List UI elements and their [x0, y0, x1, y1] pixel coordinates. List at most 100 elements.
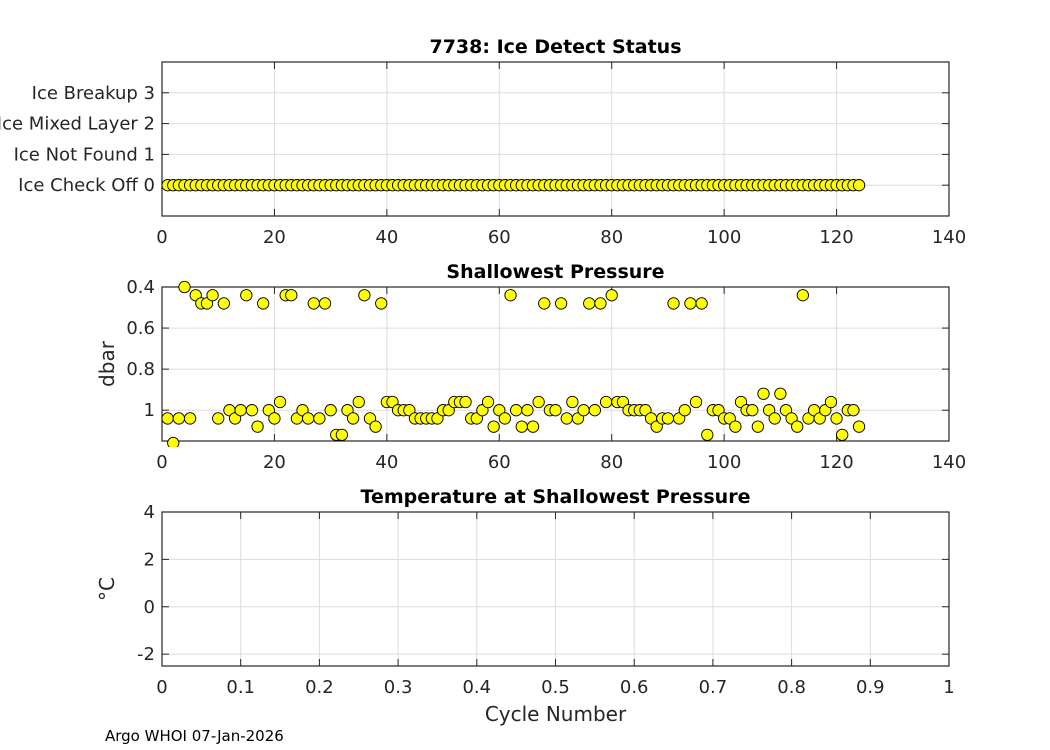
data-point	[774, 387, 787, 400]
data-point	[678, 404, 691, 417]
x-tick-label: 140	[932, 452, 966, 473]
data-point	[172, 412, 186, 425]
data-point	[459, 395, 472, 409]
y-tick-label: 0	[144, 597, 155, 618]
data-point	[560, 412, 573, 425]
data-point	[285, 289, 298, 302]
data-point	[847, 404, 860, 417]
y-tick-label: Ice Check Off 0	[18, 175, 155, 196]
data-point	[487, 420, 500, 433]
subplot-title: Temperature at Shallowest Pressure	[361, 486, 751, 508]
data-point	[318, 297, 332, 310]
data-point	[515, 420, 528, 433]
x-tick-label: 60	[488, 227, 511, 248]
data-point	[830, 412, 843, 425]
x-tick-label: 80	[600, 452, 623, 473]
x-tick-label: 100	[707, 452, 741, 473]
data-point	[836, 428, 849, 441]
data-point	[684, 297, 697, 310]
x-tick-label: 0	[156, 227, 167, 248]
data-point	[481, 395, 495, 409]
data-point	[594, 297, 607, 310]
data-point	[358, 289, 371, 302]
data-point	[251, 420, 264, 433]
x-tick-label: 0.2	[305, 677, 334, 698]
x-tick-label: 0.9	[856, 677, 885, 698]
data-point	[796, 289, 809, 302]
y-axis-label: °C	[95, 577, 119, 601]
data-point	[498, 412, 512, 425]
data-point	[302, 412, 315, 425]
y-tick-label: Ice Mixed Layer 2	[0, 114, 155, 135]
data-point	[701, 428, 714, 441]
x-tick-label: 120	[819, 227, 853, 248]
x-tick-label: 100	[707, 227, 741, 248]
data-points	[161, 179, 866, 192]
data-point	[257, 297, 270, 310]
x-tick-label: 0	[156, 677, 167, 698]
y-axis-label: dbar	[95, 340, 119, 387]
subplot-3: 0 0.1 0.2 0.3 0.4 0.5 0.6 0.7 0.8 0.9 1-2024Temper…	[95, 486, 955, 726]
data-point	[217, 297, 230, 310]
axes-box	[161, 511, 950, 667]
data-point	[273, 395, 287, 409]
y-tick-label: -2	[137, 644, 155, 665]
x-tick-label: 20	[263, 227, 286, 248]
y-tick-label: 1	[144, 400, 155, 421]
data-point	[599, 395, 613, 409]
y-tick-label: Ice Breakup 3	[32, 83, 155, 104]
data-point	[206, 289, 219, 302]
data-point	[335, 428, 349, 441]
x-tick-label: 1	[943, 677, 954, 698]
data-point	[661, 412, 675, 425]
data-point	[605, 289, 618, 302]
x-tick-label: 40	[375, 227, 398, 248]
data-point	[538, 297, 551, 310]
data-point	[554, 297, 568, 310]
y-tick-label: 4	[144, 502, 155, 523]
x-tick-label: 0.8	[777, 677, 806, 698]
subplot-1: 0 20 40 60 80 100 120 140 Ice Check Off 0 Ice Not…	[0, 36, 966, 248]
data-point	[313, 412, 326, 425]
data-point	[746, 404, 759, 417]
data-point	[526, 420, 540, 433]
data-point	[852, 179, 866, 192]
data-point	[352, 395, 365, 409]
data-point	[791, 420, 804, 433]
y-tick-label: 0.4	[126, 277, 155, 298]
data-point	[583, 297, 596, 310]
x-tick-label: 120	[819, 452, 853, 473]
y-tick-label: 0.8	[126, 359, 155, 380]
data-point	[667, 297, 680, 310]
axes-box	[161, 61, 950, 217]
data-point	[234, 404, 247, 417]
y-tick-label: 0.6	[126, 318, 155, 339]
data-point	[183, 412, 197, 425]
data-point	[588, 404, 601, 417]
x-tick-label: 40	[375, 452, 398, 473]
x-tick-label: 0.7	[699, 677, 728, 698]
data-point	[824, 395, 838, 409]
plot-area	[162, 62, 949, 216]
x-tick-label: 80	[600, 227, 623, 248]
x-tick-label: 0.1	[226, 677, 255, 698]
data-point	[369, 420, 382, 433]
data-point	[852, 420, 866, 433]
subplot-2: 0 20 40 60 80 100 120 140 0.4 0.6 0.8 1 Shallowest P…	[95, 261, 966, 473]
subplot-title: 7738: Ice Detect Status	[429, 36, 681, 58]
x-tick-label: 0.4	[462, 677, 491, 698]
data-point	[689, 395, 703, 409]
data-point	[510, 404, 523, 417]
data-point	[768, 412, 781, 425]
x-tick-label: 0	[156, 452, 167, 473]
data-point	[729, 420, 742, 433]
data-point	[268, 412, 281, 425]
data-point	[161, 412, 174, 425]
data-point	[212, 412, 225, 425]
x-tick-label: 0.6	[620, 677, 649, 698]
data-point	[245, 404, 259, 417]
data-point	[375, 297, 388, 310]
y-tick-label: 2	[144, 549, 155, 570]
x-tick-label: 0.3	[384, 677, 413, 698]
